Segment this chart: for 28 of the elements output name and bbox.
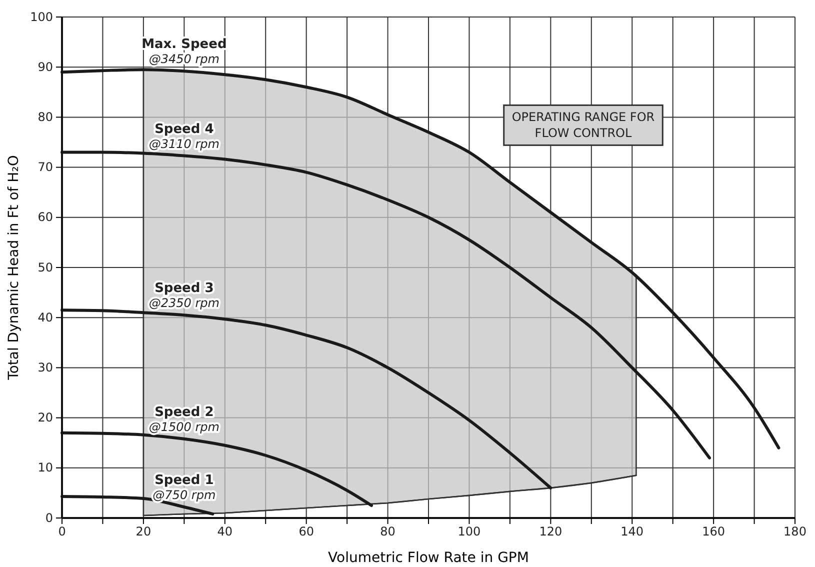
y-tick-label: 100: [30, 10, 53, 24]
y-tick-label: 80: [38, 110, 53, 124]
y-axis-title: Total Dynamic Head in Ft of H₂O: [6, 155, 22, 381]
x-tick-label: 160: [702, 524, 726, 539]
x-tick-label: 80: [380, 524, 396, 539]
y-tick-label: 20: [38, 410, 53, 425]
x-tick-label: 60: [298, 524, 314, 539]
y-tick-label: 90: [38, 60, 53, 74]
y-tick-label: 50: [38, 260, 53, 274]
y-tick-label: 10: [38, 460, 53, 475]
y-tick-label: 0: [45, 510, 53, 525]
x-tick-label: 100: [458, 524, 481, 539]
x-axis-title: Volumetric Flow Rate in GPM: [328, 550, 529, 566]
x-tick-label: 0: [58, 524, 66, 539]
series-label: Speed 1 @750 rpm: [152, 472, 216, 502]
x-tick-label: 20: [136, 524, 152, 539]
x-tick-label: 120: [539, 524, 562, 539]
y-tick-label: 40: [38, 310, 53, 324]
series-label: Speed 3 @2350 rpm: [148, 281, 220, 310]
y-tick-label: 30: [38, 360, 53, 375]
y-tick-label: 60: [38, 210, 53, 224]
x-tick-label: 180: [784, 524, 806, 539]
annotation: OPERATING RANGE FOR FLOW CONTROL: [512, 110, 655, 140]
x-tick-label: 140: [620, 524, 644, 539]
y-tick-label: 70: [38, 160, 53, 174]
x-tick-label: 40: [217, 524, 233, 539]
series-label: Speed 4 @3110 rpm: [148, 122, 220, 151]
series-label: Speed 2 @1500 rpm: [148, 404, 220, 434]
